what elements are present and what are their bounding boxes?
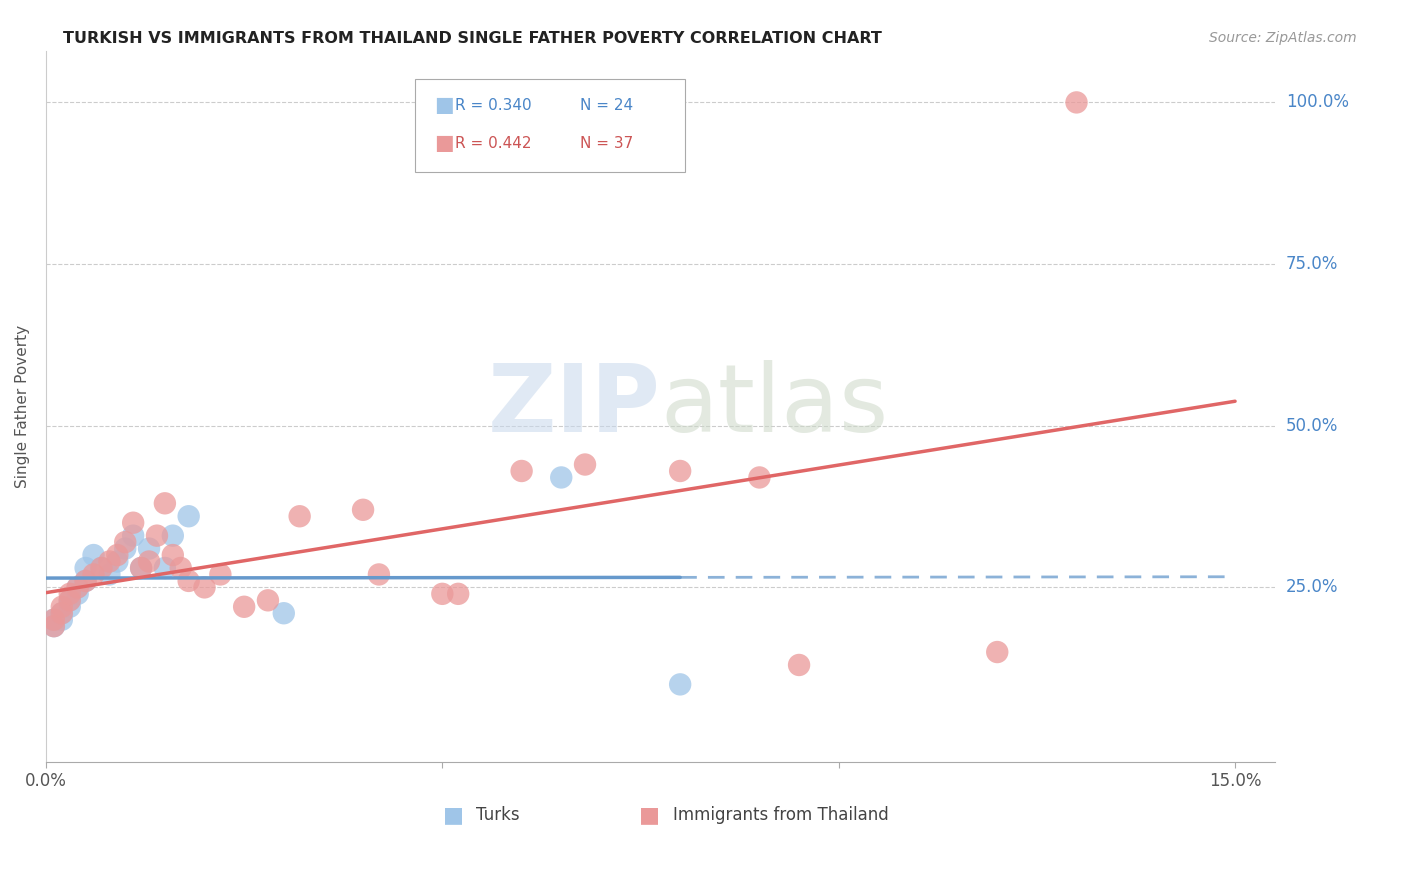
Point [138, 541, 160, 556]
Point [153, 496, 176, 510]
Point [669, 464, 692, 478]
Point [59, 599, 82, 614]
Text: 100.0%: 100.0% [1286, 94, 1348, 112]
Point [574, 458, 596, 472]
Point [51, 599, 73, 614]
Point [146, 529, 169, 543]
Text: 25.0%: 25.0% [1286, 578, 1339, 597]
Point [105, 548, 128, 562]
Text: TURKISH VS IMMIGRANTS FROM THAILAND SINGLE FATHER POVERTY CORRELATION CHART: TURKISH VS IMMIGRANTS FROM THAILAND SING… [63, 31, 882, 46]
Point [42, 619, 65, 633]
Point [105, 554, 128, 568]
Point [66, 580, 89, 594]
Point [42, 619, 65, 633]
Point [75, 574, 97, 588]
Point [129, 561, 152, 575]
Point [90, 561, 112, 575]
Point [368, 567, 391, 582]
Point [122, 529, 145, 543]
Point [129, 561, 152, 575]
Point [748, 470, 770, 484]
Point [669, 677, 692, 691]
Point [209, 567, 232, 582]
Text: N = 24: N = 24 [581, 98, 634, 113]
Point [447, 587, 470, 601]
Point [1066, 95, 1088, 110]
Point [90, 561, 112, 575]
Text: ■: ■ [443, 805, 464, 825]
Point [42, 613, 65, 627]
Text: R = 0.442: R = 0.442 [456, 136, 531, 151]
Text: atlas: atlas [661, 360, 889, 452]
Point [257, 593, 280, 607]
Text: Turks: Turks [477, 806, 520, 824]
Point [59, 593, 82, 607]
Point [122, 516, 145, 530]
Point [42, 613, 65, 627]
Point [75, 574, 97, 588]
Point [787, 657, 810, 672]
Text: N = 37: N = 37 [581, 136, 634, 151]
Point [273, 606, 295, 620]
Point [193, 580, 215, 594]
Text: ■: ■ [434, 133, 454, 153]
Text: Immigrants from Thailand: Immigrants from Thailand [672, 806, 889, 824]
Point [177, 509, 200, 524]
Point [233, 599, 256, 614]
Point [986, 645, 1008, 659]
Point [288, 509, 311, 524]
Point [51, 613, 73, 627]
Point [170, 561, 193, 575]
Point [59, 593, 82, 607]
Point [153, 561, 176, 575]
Point [510, 464, 533, 478]
Point [66, 580, 89, 594]
Point [75, 561, 97, 575]
Point [550, 470, 572, 484]
Point [59, 587, 82, 601]
Point [114, 535, 136, 549]
Point [98, 567, 121, 582]
Point [51, 606, 73, 620]
Text: ZIP: ZIP [488, 360, 661, 452]
Point [177, 574, 200, 588]
Point [162, 529, 184, 543]
Text: ■: ■ [434, 95, 454, 115]
Point [66, 587, 89, 601]
Text: R = 0.340: R = 0.340 [456, 98, 531, 113]
Point [98, 554, 121, 568]
Text: 75.0%: 75.0% [1286, 255, 1339, 273]
Point [83, 548, 105, 562]
Point [162, 548, 184, 562]
Text: 50.0%: 50.0% [1286, 417, 1339, 434]
Point [83, 567, 105, 582]
Text: ■: ■ [640, 805, 661, 825]
Point [352, 503, 374, 517]
Text: Source: ZipAtlas.com: Source: ZipAtlas.com [1209, 31, 1357, 45]
Point [51, 606, 73, 620]
Point [138, 554, 160, 568]
FancyBboxPatch shape [415, 79, 685, 171]
Point [432, 587, 454, 601]
Point [114, 541, 136, 556]
Y-axis label: Single Father Poverty: Single Father Poverty [15, 325, 30, 488]
